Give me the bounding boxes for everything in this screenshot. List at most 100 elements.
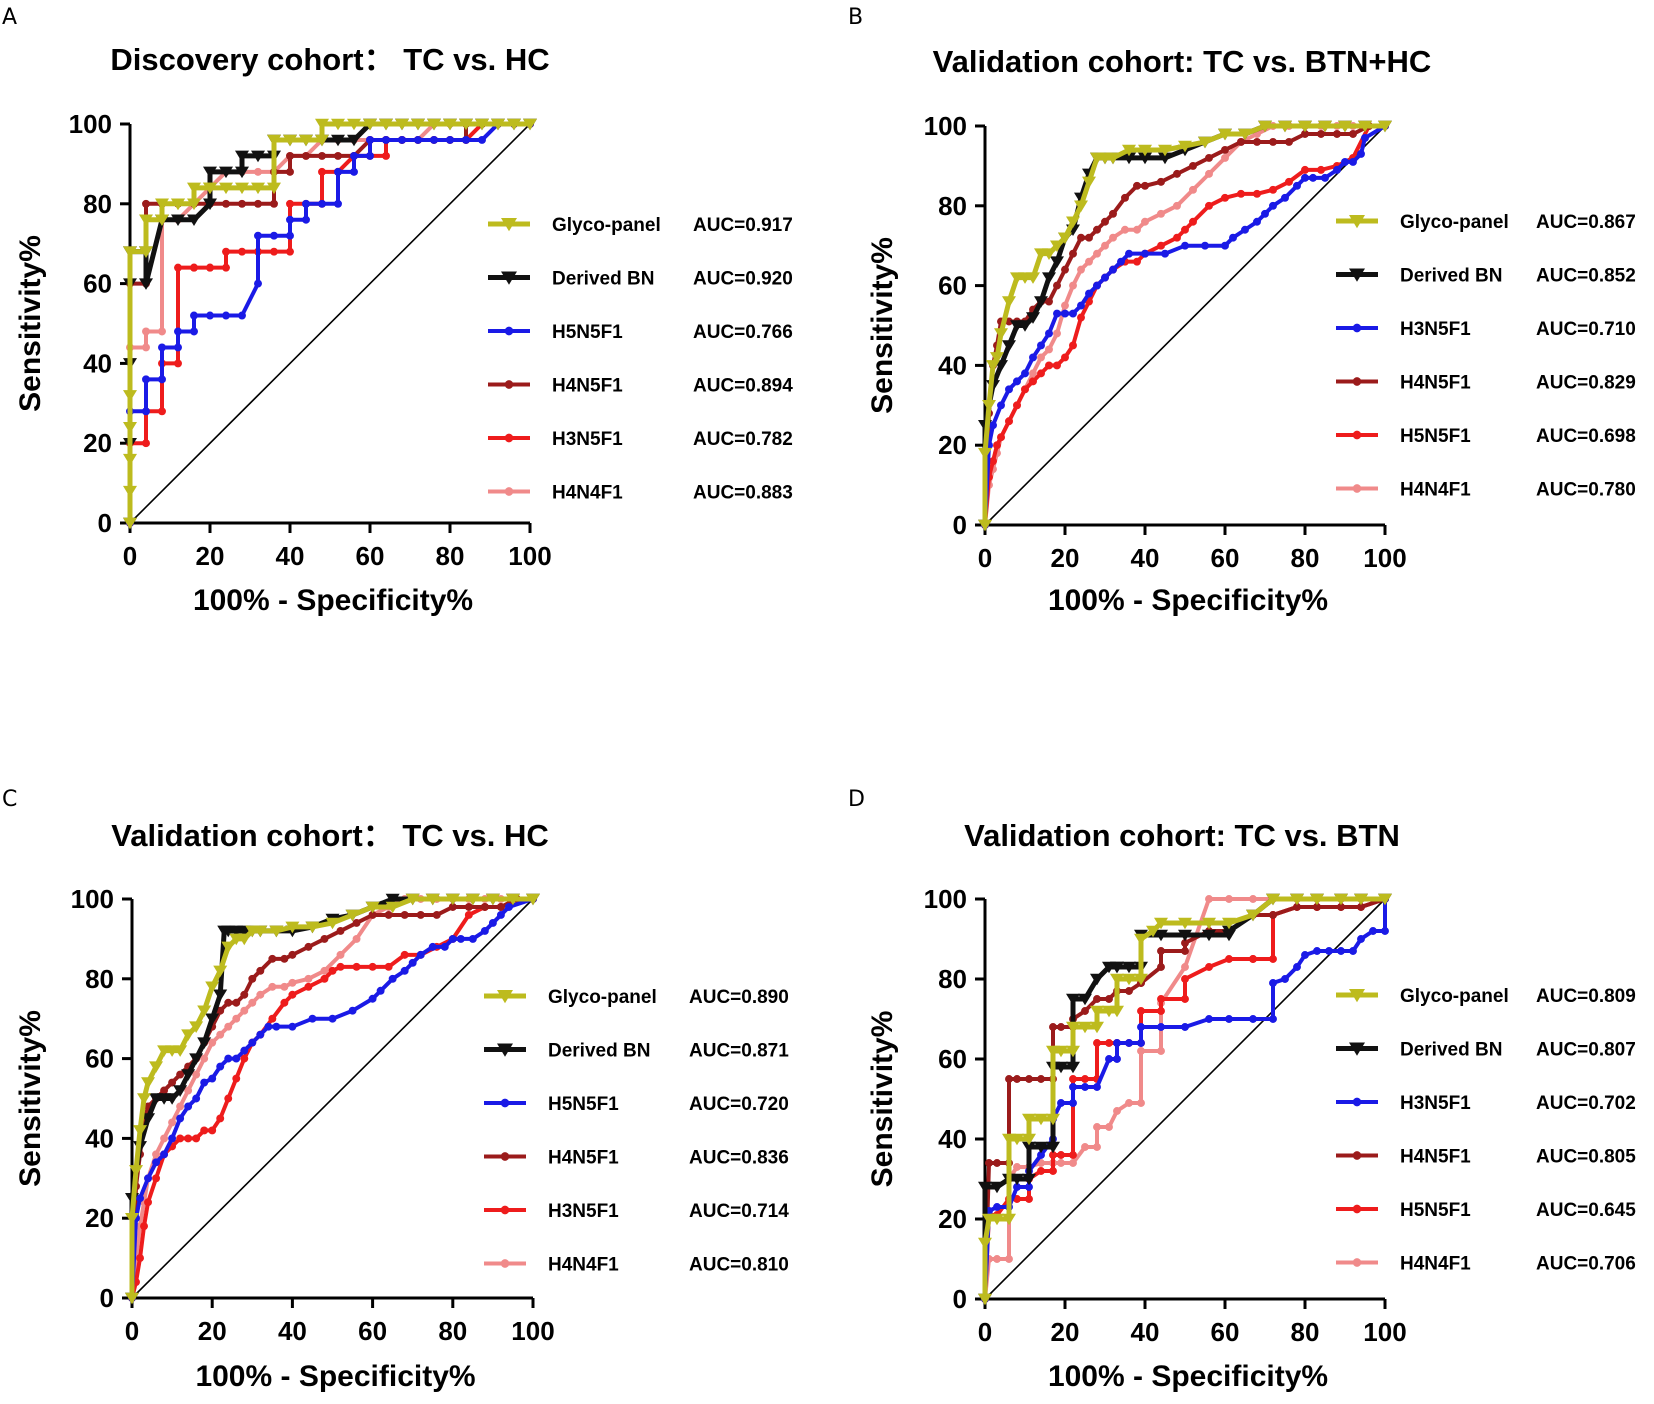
roc-point — [1357, 903, 1365, 911]
roc-point — [1081, 1083, 1089, 1091]
roc-point — [152, 1158, 161, 1167]
roc-point — [1117, 257, 1125, 266]
roc-point — [184, 1134, 193, 1143]
roc-point — [173, 1045, 188, 1057]
roc-point — [304, 982, 313, 991]
legend-auc: AUC=0.894 — [693, 376, 793, 397]
roc-point — [1061, 301, 1069, 310]
roc-point — [181, 1029, 196, 1041]
roc-point — [1313, 947, 1321, 955]
x-tick-label: 100 — [508, 541, 551, 571]
roc-point — [1313, 903, 1321, 911]
y-tick-label: 80 — [83, 189, 112, 219]
roc-point — [1093, 225, 1101, 234]
roc-point — [1337, 947, 1345, 955]
roc-point — [1361, 134, 1369, 142]
roc-point — [232, 1074, 241, 1083]
roc-point — [1349, 130, 1357, 138]
roc-point — [1134, 933, 1148, 946]
roc-point — [1105, 1039, 1113, 1047]
roc-point — [1005, 417, 1013, 426]
roc-point — [254, 199, 262, 208]
roc-point — [235, 182, 249, 195]
roc-point — [187, 182, 201, 195]
roc-point — [1002, 1213, 1016, 1226]
roc-point — [978, 1181, 992, 1194]
roc-point — [388, 974, 397, 983]
roc-point — [1293, 963, 1301, 971]
roc-point — [1141, 181, 1149, 190]
roc-point — [1369, 927, 1377, 935]
legend-label: H3N5F1 — [548, 1201, 619, 1222]
roc-point — [1157, 963, 1165, 971]
y-tick-label: 20 — [85, 1203, 114, 1233]
roc-point — [1069, 249, 1077, 258]
roc-point — [382, 151, 390, 160]
roc-point — [1005, 1075, 1013, 1083]
legend-auc: AUC=0.917 — [693, 215, 793, 236]
roc-point — [286, 199, 294, 208]
roc-point — [1157, 241, 1165, 250]
roc-point — [216, 1030, 225, 1039]
legend-auc: AUC=0.782 — [693, 429, 793, 450]
roc-point — [1218, 128, 1232, 141]
roc-point — [1069, 281, 1077, 290]
x-tick-label: 20 — [1051, 543, 1080, 573]
y-tick-label: 100 — [924, 884, 967, 914]
roc-point — [123, 246, 137, 258]
panel-letter: A — [2, 5, 17, 30]
legend-swatch-marker — [1349, 1042, 1365, 1056]
roc-point — [1074, 200, 1088, 213]
roc-point — [1138, 152, 1152, 165]
roc-point — [1146, 925, 1160, 938]
roc-point — [1069, 1159, 1077, 1167]
roc-point — [1318, 120, 1332, 133]
legend-swatch-marker — [500, 1098, 510, 1108]
roc-point — [221, 941, 236, 954]
roc-point — [1093, 1123, 1101, 1131]
y-tick-label: 80 — [85, 964, 114, 994]
roc-point — [1173, 233, 1181, 242]
roc-point — [232, 998, 241, 1007]
series-glyco-panel — [125, 893, 540, 1305]
roc-point — [1181, 963, 1189, 971]
roc-point — [192, 1094, 201, 1103]
roc-point — [1290, 893, 1304, 906]
legend-label: Derived BN — [1400, 1040, 1502, 1061]
roc-point — [1221, 241, 1229, 250]
legend-auc: AUC=0.920 — [693, 269, 793, 290]
roc-point — [1125, 249, 1133, 258]
roc-point — [1050, 240, 1064, 252]
roc-point — [304, 942, 313, 951]
roc-point — [1173, 169, 1181, 178]
roc-point — [173, 1085, 188, 1097]
legend-swatch-marker — [1352, 430, 1362, 440]
roc-point — [1253, 217, 1261, 226]
legend-label: Derived BN — [548, 1041, 650, 1062]
roc-point — [308, 1014, 317, 1023]
roc-point — [1122, 152, 1136, 165]
roc-point — [1021, 385, 1029, 394]
roc-point — [1278, 120, 1292, 133]
roc-point — [464, 903, 473, 911]
roc-point — [385, 901, 400, 914]
roc-point — [1225, 955, 1233, 963]
roc-point — [240, 1046, 249, 1055]
roc-point — [1334, 893, 1348, 906]
y-tick-label: 20 — [938, 1204, 967, 1234]
roc-point — [1249, 895, 1257, 903]
roc-point — [1090, 1021, 1104, 1034]
roc-point — [142, 199, 150, 208]
roc-point — [1010, 1133, 1024, 1146]
roc-point — [123, 485, 137, 498]
roc-point — [1125, 1039, 1133, 1047]
legend-label: Glyco-panel — [1400, 212, 1509, 233]
legend-label: Glyco-panel — [548, 987, 657, 1008]
x-axis-label: 100% - Specificity% — [193, 584, 473, 617]
roc-point — [1085, 233, 1093, 242]
roc-point — [160, 1134, 169, 1143]
roc-point — [480, 926, 489, 935]
legend-label: H5N5F1 — [552, 322, 623, 343]
legend-auc: AUC=0.810 — [689, 1255, 789, 1276]
roc-point — [235, 166, 249, 179]
